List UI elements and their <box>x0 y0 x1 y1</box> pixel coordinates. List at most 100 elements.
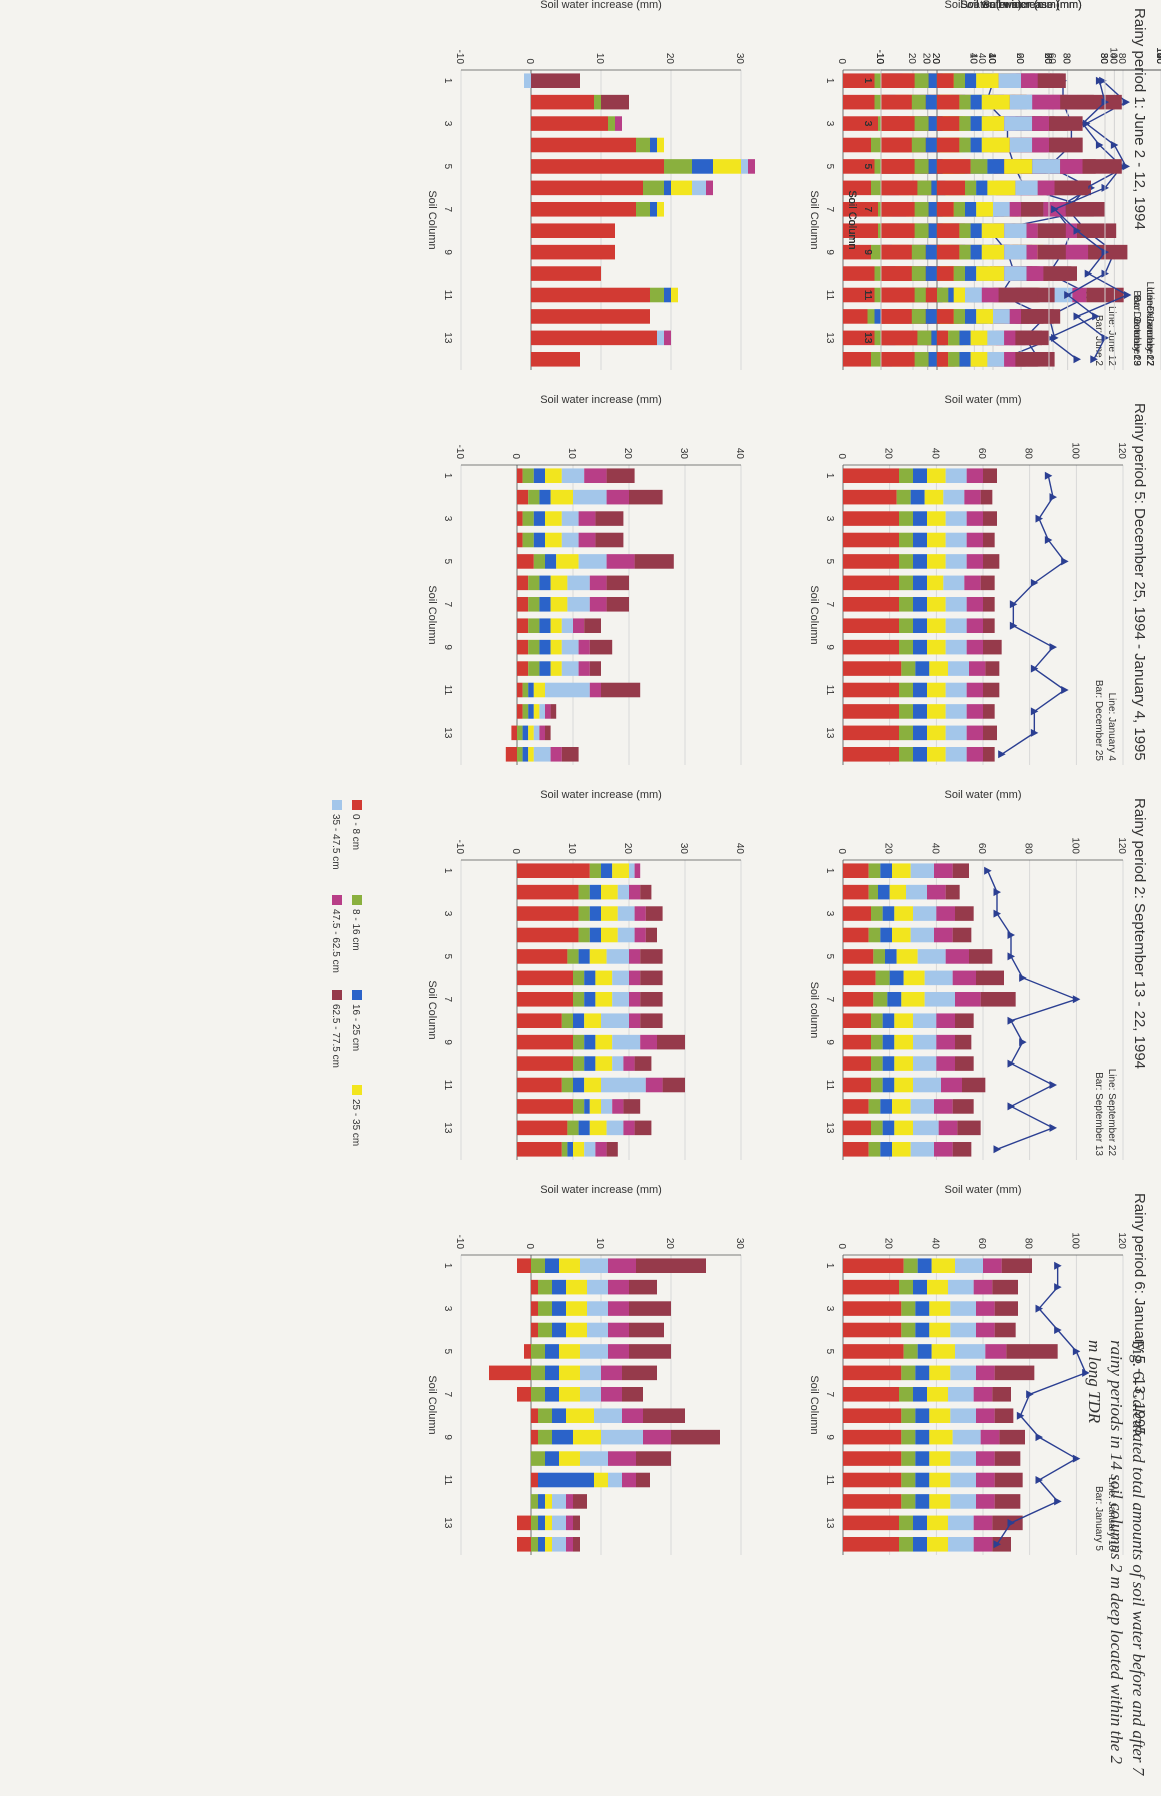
bar-segment <box>634 1120 652 1136</box>
x-tick-label: 5 <box>824 559 835 565</box>
bar-segment <box>970 352 988 367</box>
bar-segment <box>629 489 663 505</box>
bar-segment <box>912 1013 937 1029</box>
bar-segment <box>913 1077 941 1093</box>
x-tick-label: 5 <box>862 164 873 170</box>
x-tick-label: 11 <box>862 290 873 301</box>
bar-segment <box>539 575 551 591</box>
bar-segment <box>952 863 969 879</box>
bar-segment <box>538 1494 545 1509</box>
x-tick-label: 7 <box>442 1392 453 1398</box>
bar-segment <box>842 1472 902 1488</box>
x-tick-label: 3 <box>442 516 453 522</box>
bar-segment <box>1004 116 1033 131</box>
x-tick-label: 1 <box>862 78 873 84</box>
x-tick-label: 11 <box>824 685 835 696</box>
bar-segment <box>531 116 608 131</box>
bar-segment <box>843 468 899 484</box>
line-marker <box>1054 1261 1062 1270</box>
bar-segment <box>1015 330 1038 346</box>
line-marker <box>984 866 992 875</box>
line-marker <box>1061 686 1069 694</box>
bar-segment <box>929 661 948 676</box>
bar-segment <box>892 1142 911 1157</box>
x-tick-label: 3 <box>862 121 873 127</box>
bar-segment <box>970 94 982 110</box>
x-tick-label: 3 <box>442 1306 453 1312</box>
y-axis-label: Soil water (mm) <box>944 0 1021 11</box>
bar-segment <box>952 1099 974 1114</box>
x-tick-label: 11 <box>862 290 873 301</box>
bar-segment <box>983 468 997 484</box>
legend-item-label: 35 - 47.5 cm <box>330 814 341 870</box>
x-tick-label: 13 <box>862 332 873 344</box>
bar-segment <box>842 992 874 1007</box>
y-tick-label: 0 <box>510 453 521 459</box>
x-axis-label: Soil Column <box>426 190 438 249</box>
bar-segment <box>843 1515 899 1531</box>
bar-segment <box>1009 137 1033 153</box>
y-tick-label: 20 <box>664 53 675 65</box>
bar-segment <box>894 1077 913 1093</box>
bar-segment <box>887 992 902 1007</box>
x-tick-label: 11 <box>442 290 453 301</box>
y-tick-label: 40 <box>986 53 997 65</box>
line-marker <box>1049 643 1057 652</box>
bar-segment <box>623 1120 635 1136</box>
x-tick-label: 3 <box>862 121 873 127</box>
bar-segment <box>994 1494 1021 1509</box>
bar-segment <box>643 1408 685 1424</box>
bar-segment <box>981 94 1010 110</box>
bar-segment <box>842 1451 902 1466</box>
x-tick-label: 7 <box>824 602 835 608</box>
bar-segment <box>516 575 529 591</box>
bar-segment <box>636 1472 650 1488</box>
bar-segment <box>843 532 899 548</box>
line-marker <box>1061 557 1069 566</box>
x-tick-label: 9 <box>442 1039 453 1045</box>
bar-segment <box>517 1537 531 1552</box>
legend-swatch <box>332 990 342 1000</box>
y-tick-label: 0 <box>836 453 847 459</box>
y-tick-label: 0 <box>921 58 932 64</box>
bar-segment <box>912 1056 937 1071</box>
bar-segment <box>528 725 534 741</box>
bar-segment <box>1004 352 1016 367</box>
y-tick-label: 20 <box>906 53 917 65</box>
y-tick-label: 120 <box>1116 1232 1127 1249</box>
bar-segment <box>945 639 967 655</box>
bar-segment <box>628 1013 641 1029</box>
y-tick-label: 0 <box>510 848 521 854</box>
bar-segment <box>578 639 590 655</box>
bar-segment <box>936 244 960 260</box>
bar-segment <box>533 725 540 741</box>
bar-segment <box>517 725 523 741</box>
bar-segment <box>550 639 562 655</box>
bar-segment <box>640 1034 657 1050</box>
x-tick-label: 9 <box>862 249 873 255</box>
line-marker <box>1016 1411 1025 1420</box>
legend-swatch <box>352 990 362 1000</box>
x-tick-label: 1 <box>824 868 835 874</box>
bar-segment <box>938 1120 958 1136</box>
y-tick-label: 30 <box>734 53 745 65</box>
bar-segment <box>894 1013 913 1029</box>
bar-segment <box>516 661 529 676</box>
bar-segment <box>1006 1344 1058 1359</box>
bar-segment <box>517 970 573 986</box>
bar-segment <box>601 1077 646 1093</box>
bar-segment <box>572 1142 585 1157</box>
x-tick-label: 13 <box>824 1517 835 1529</box>
y-tick-label: 40 <box>929 843 940 855</box>
line-marker <box>998 750 1006 759</box>
bar-segment <box>983 511 997 526</box>
bar-segment <box>578 906 590 921</box>
bar-segment <box>511 725 517 741</box>
y-tick-label: 20 <box>883 843 894 855</box>
y-tick-label: 20 <box>921 53 932 65</box>
bar-segment <box>612 970 629 986</box>
line-marker <box>1084 269 1093 278</box>
line-marker <box>1009 600 1018 609</box>
bar-segment <box>899 1279 913 1295</box>
